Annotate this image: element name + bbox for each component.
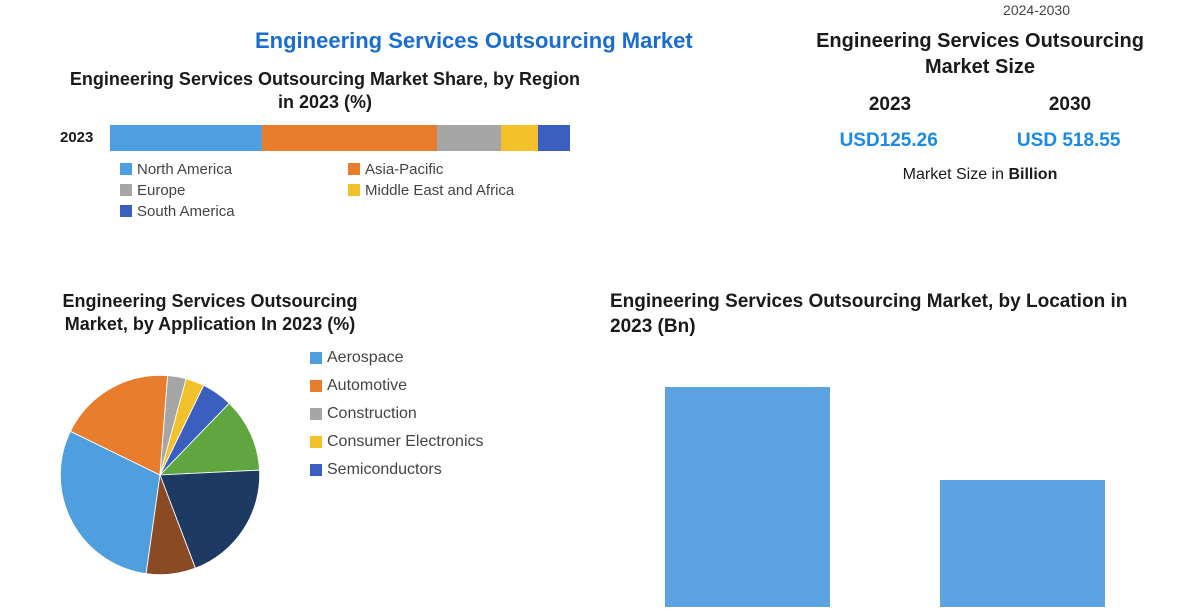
legend-swatch	[310, 352, 322, 364]
main-title: Engineering Services Outsourcing Market	[255, 28, 693, 54]
region-segment	[501, 125, 538, 151]
pie-legend: Aerospace Automotive Construction Consumer …	[310, 345, 484, 605]
legend-label: North America	[137, 161, 232, 178]
legend-swatch	[348, 184, 360, 196]
size-unit-bold: Billion	[1008, 166, 1057, 183]
legend-label: Construction	[327, 405, 417, 423]
pie-svg	[30, 345, 290, 605]
forecast-range: 2024-2030	[1003, 2, 1070, 18]
legend-item: Consumer Electronics	[310, 433, 484, 451]
legend-swatch	[310, 436, 322, 448]
legend-swatch	[120, 163, 132, 175]
region-row-label: 2023	[60, 129, 110, 146]
legend-item: Europe	[120, 182, 330, 199]
size-value-b: USD 518.55	[1017, 130, 1121, 152]
legend-label: Semiconductors	[327, 461, 442, 479]
region-legend: North America Asia-Pacific Europe Middle Ea…	[120, 161, 590, 220]
legend-swatch	[120, 205, 132, 217]
legend-item: Middle East and Africa	[348, 182, 558, 199]
size-unit: Market Size in Billion	[800, 166, 1160, 184]
legend-label: Aerospace	[327, 349, 404, 367]
size-year-b: 2030	[1049, 94, 1091, 116]
legend-swatch	[310, 464, 322, 476]
legend-label: Consumer Electronics	[327, 433, 484, 451]
legend-label: Europe	[137, 182, 185, 199]
location-chart-block: Engineering Services Outsourcing Market,…	[610, 290, 1170, 607]
legend-swatch	[310, 380, 322, 392]
region-chart-title: Engineering Services Outsourcing Market …	[60, 68, 590, 115]
region-stacked-bar	[110, 125, 570, 151]
legend-label: Middle East and Africa	[365, 182, 514, 199]
pie-chart-block: Engineering Services Outsourcing Market,…	[30, 290, 580, 605]
legend-item: Asia-Pacific	[348, 161, 558, 178]
market-size-title: Engineering Services Outsourcing Market …	[800, 28, 1160, 80]
region-segment	[437, 125, 501, 151]
legend-label: Automotive	[327, 377, 407, 395]
pie-chart-title: Engineering Services Outsourcing Market,…	[30, 290, 390, 337]
location-chart-title: Engineering Services Outsourcing Market,…	[610, 290, 1170, 339]
legend-swatch	[120, 184, 132, 196]
region-segment	[110, 125, 262, 151]
location-bar-chart	[610, 357, 1170, 607]
pie-svg-wrap	[30, 345, 290, 605]
market-size-panel: Engineering Services Outsourcing Market …	[800, 28, 1160, 184]
region-segment	[262, 125, 437, 151]
legend-item: Aerospace	[310, 349, 484, 367]
legend-swatch	[348, 163, 360, 175]
legend-swatch	[310, 408, 322, 420]
legend-item: South America	[120, 203, 330, 220]
size-unit-prefix: Market Size in	[903, 166, 1009, 183]
legend-label: Asia-Pacific	[365, 161, 443, 178]
legend-item: North America	[120, 161, 330, 178]
region-chart-block: Engineering Services Outsourcing Market …	[60, 68, 590, 220]
location-bar	[940, 480, 1105, 608]
legend-item: Automotive	[310, 377, 484, 395]
legend-label: South America	[137, 203, 235, 220]
region-segment	[538, 125, 570, 151]
size-year-a: 2023	[869, 94, 911, 116]
legend-item: Semiconductors	[310, 461, 484, 479]
location-bar	[665, 387, 830, 607]
size-value-a: USD125.26	[840, 130, 938, 152]
legend-item: Construction	[310, 405, 484, 423]
